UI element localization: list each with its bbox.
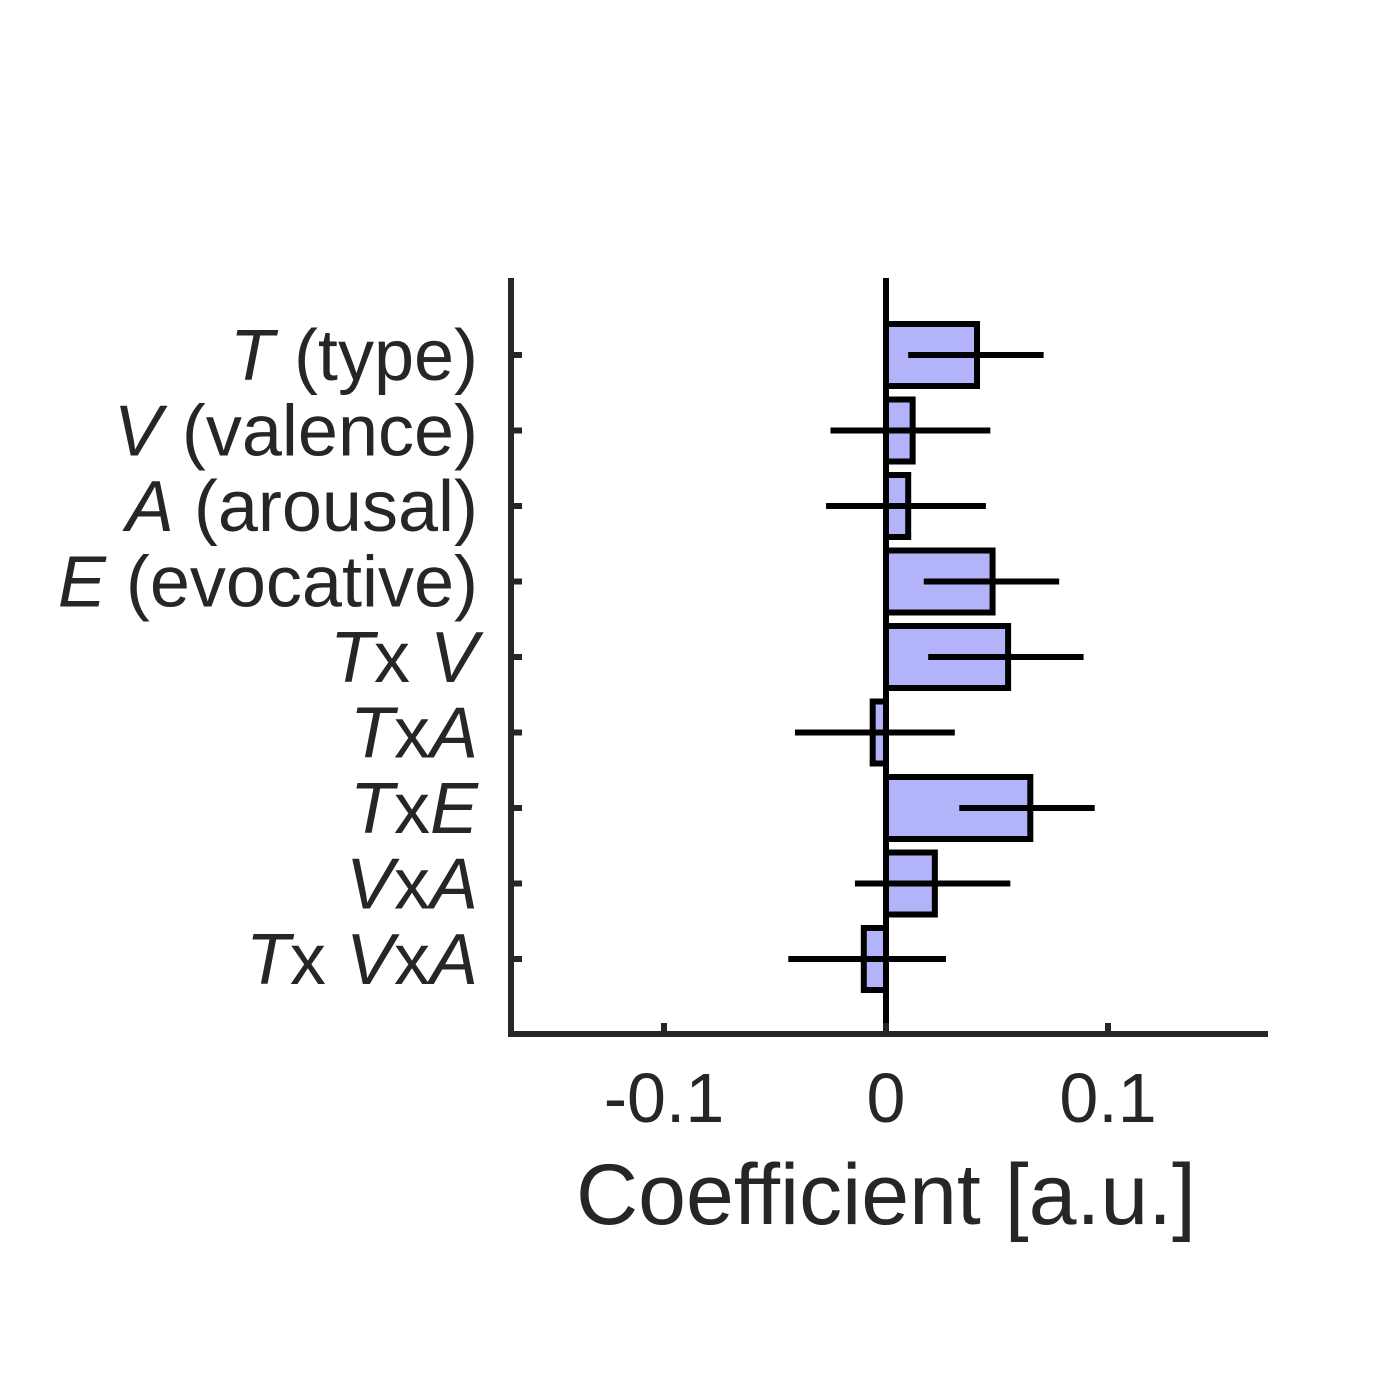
x-tick-label-0: -0.1 bbox=[604, 1059, 725, 1137]
y-tick-label-4: Tx V bbox=[330, 618, 484, 698]
x-axis-label: Coefficient [a.u.] bbox=[576, 1147, 1196, 1243]
y-tick-label-3: E (evocative) bbox=[58, 543, 478, 623]
x-tick-label-2: 0.1 bbox=[1059, 1059, 1156, 1137]
x-tick-label-1: 0 bbox=[867, 1059, 906, 1137]
axes-group bbox=[508, 278, 1268, 1037]
y-tick-labels: T (type)V (valence)A (arousal)E (evocati… bbox=[58, 316, 484, 1000]
y-tick-label-8: Tx VxA bbox=[246, 920, 478, 1000]
y-tick-label-5: TxA bbox=[350, 694, 478, 774]
y-tick-label-7: VxA bbox=[346, 845, 478, 925]
x-tick-labels: -0.1 0 0.1 bbox=[604, 1059, 1157, 1137]
errorbars-group bbox=[788, 352, 1095, 962]
y-tick-label-1: V (valence) bbox=[114, 392, 478, 472]
y-tick-label-0: T (type) bbox=[230, 316, 478, 396]
y-tick-label-2: A (arousal) bbox=[122, 467, 478, 547]
y-tick-label-6: TxE bbox=[350, 769, 479, 849]
